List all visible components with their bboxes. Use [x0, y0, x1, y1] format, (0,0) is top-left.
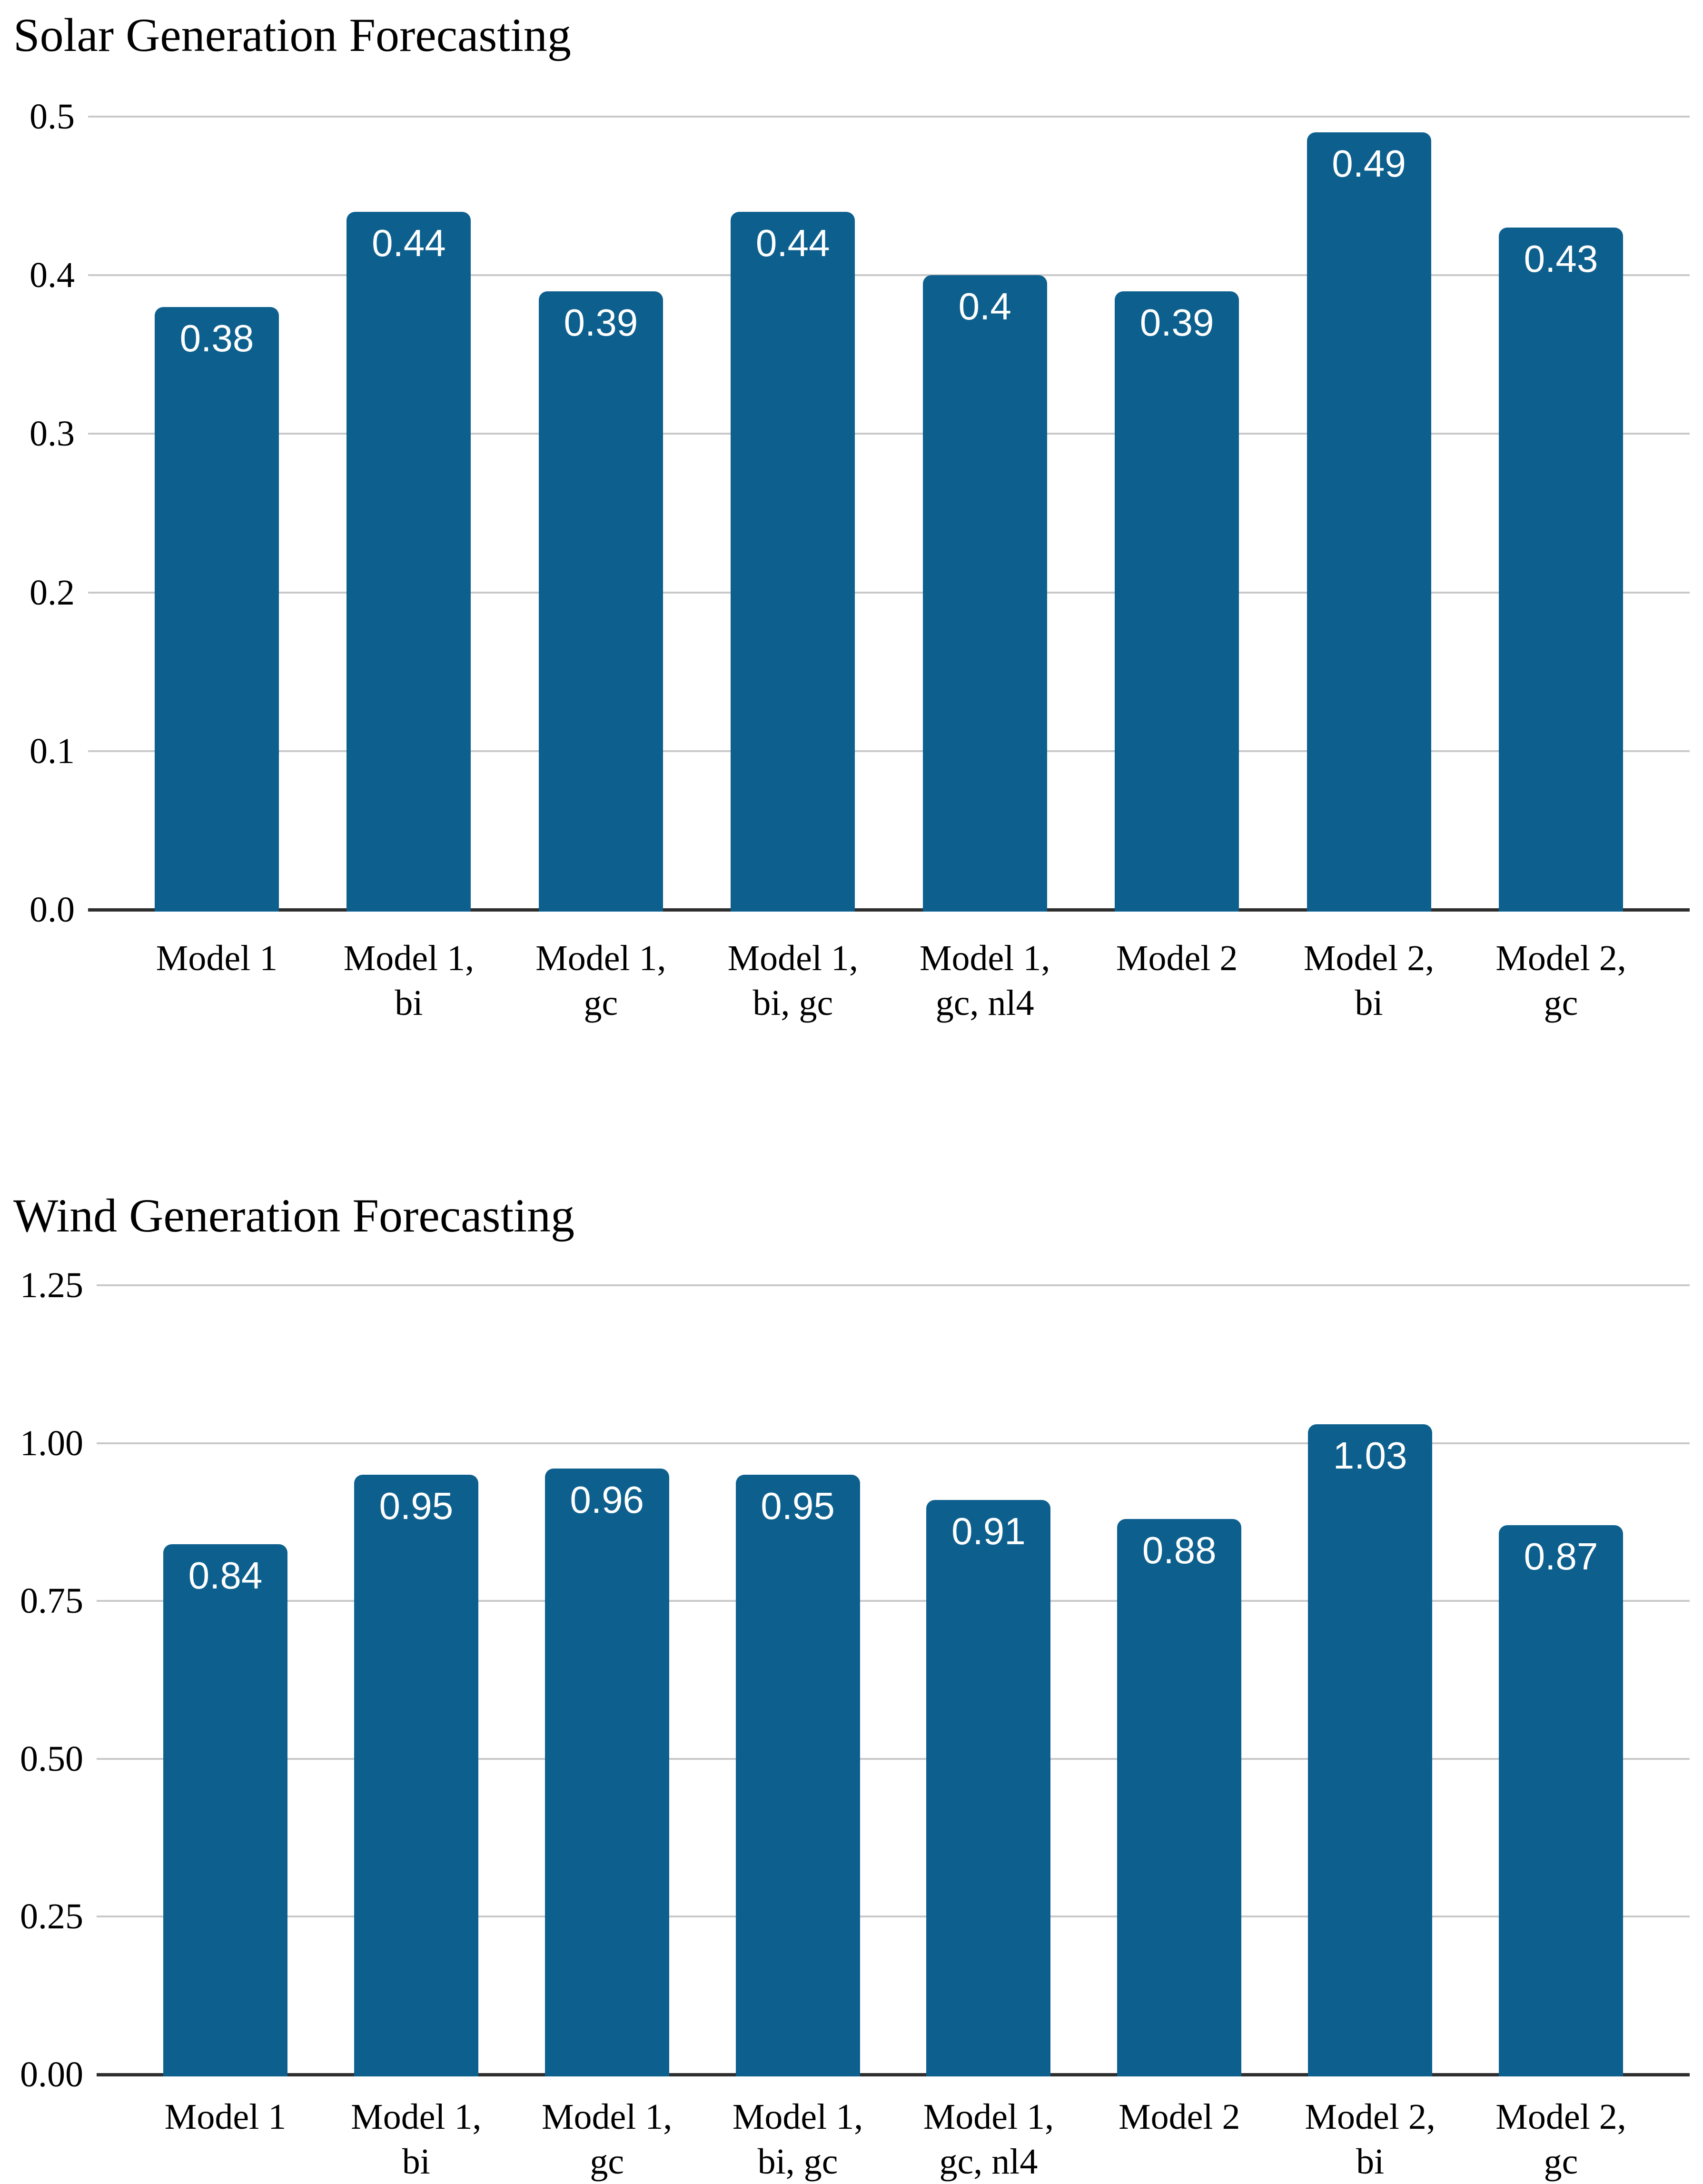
y-tick-label: 0.75: [20, 1581, 83, 1621]
x-tick-label: Model 2, gc: [1495, 2097, 1626, 2182]
x-tick-label: Model 2: [1119, 2097, 1240, 2137]
x-tick-label: Model 1, bi: [351, 2097, 482, 2182]
x-tick-label: Model 2: [1116, 938, 1238, 978]
y-tick-label: 0.25: [20, 1896, 83, 1937]
bar: 0.84: [163, 1544, 287, 2076]
y-tick-label: 0.2: [30, 572, 75, 613]
x-tick-label: Model 1, bi: [343, 938, 475, 1023]
y-tick-label: 1.00: [20, 1423, 83, 1463]
x-tick-label: Model 1, gc, nl4: [923, 2097, 1054, 2182]
bar: 0.43: [1499, 228, 1623, 912]
bar-value-label: 0.95: [761, 1484, 835, 1527]
y-tick-label: 0.1: [30, 731, 75, 771]
bar-value-label: 1.03: [1333, 1434, 1407, 1477]
gridline: [88, 116, 1690, 118]
x-axis-line: [97, 2073, 1690, 2076]
bar-value-label: 0.44: [755, 221, 830, 264]
bar-value-label: 0.44: [372, 221, 446, 264]
x-axis-line: [88, 908, 1690, 912]
x-tick-label: Model 1, gc, nl4: [919, 938, 1050, 1023]
bar: 0.95: [735, 1474, 860, 2076]
gridline: [97, 1442, 1690, 1444]
x-tick-label: Model 1, bi, gc: [732, 2097, 863, 2182]
bar: 0.4: [922, 275, 1047, 912]
gridline: [88, 274, 1690, 277]
y-tick-label: 0.0: [30, 890, 75, 930]
x-tick-label: Model 1, gc: [541, 2097, 673, 2182]
y-tick-label: 0.00: [20, 2055, 83, 2095]
bar: 0.49: [1307, 132, 1431, 912]
bar-value-label: 0.43: [1524, 238, 1598, 280]
bar: 0.44: [347, 211, 471, 912]
bar: 0.88: [1117, 1519, 1242, 2076]
y-tick-label: 1.25: [20, 1265, 83, 1305]
bar: 0.39: [1115, 291, 1239, 912]
bar-value-label: 0.39: [564, 301, 638, 344]
x-tick-label: Model 2, bi: [1303, 938, 1435, 1023]
y-tick-label: 0.50: [20, 1738, 83, 1779]
gridline: [88, 591, 1690, 594]
bar: 0.96: [545, 1468, 669, 2076]
bar-value-label: 0.87: [1524, 1535, 1598, 1578]
gridline: [97, 1600, 1690, 1602]
bar: 1.03: [1308, 1424, 1433, 2076]
bar: 0.38: [155, 307, 279, 912]
gridline: [97, 1757, 1690, 1760]
bar: 0.39: [538, 291, 663, 912]
x-tick-label: Model 1: [164, 2097, 287, 2137]
y-tick-label: 0.3: [30, 414, 75, 454]
x-tick-label: Model 2, bi: [1305, 2097, 1436, 2182]
x-tick-label: Model 1, bi, gc: [727, 938, 858, 1023]
x-tick-label: Model 1: [156, 938, 278, 978]
bar-value-label: 0.84: [188, 1554, 263, 1597]
bar-value-label: 0.4: [958, 285, 1011, 328]
bar-value-label: 0.91: [951, 1509, 1026, 1552]
bar: 0.95: [354, 1474, 478, 2076]
bar-value-label: 0.38: [179, 317, 254, 359]
bar-value-label: 0.95: [379, 1484, 454, 1527]
bar-value-label: 0.96: [570, 1478, 644, 1521]
x-tick-label: Model 2, gc: [1495, 938, 1626, 1023]
bar: 0.91: [926, 1499, 1051, 2076]
solar-chart-title: Solar Generation Forecasting: [13, 9, 571, 61]
bar-value-label: 0.88: [1142, 1529, 1217, 1571]
bar-value-label: 0.39: [1139, 301, 1214, 344]
gridline: [97, 1284, 1690, 1286]
gridline: [88, 750, 1690, 752]
gridline: [97, 1916, 1690, 1918]
x-tick-label: Model 1, gc: [535, 938, 666, 1023]
wind-chart-title: Wind Generation Forecasting: [13, 1189, 574, 1242]
bar: 0.44: [731, 211, 855, 912]
gridline: [88, 433, 1690, 435]
bar: 0.87: [1499, 1525, 1623, 2076]
bar-value-label: 0.49: [1332, 142, 1406, 185]
y-tick-label: 0.5: [30, 97, 75, 137]
y-tick-label: 0.4: [30, 255, 75, 296]
